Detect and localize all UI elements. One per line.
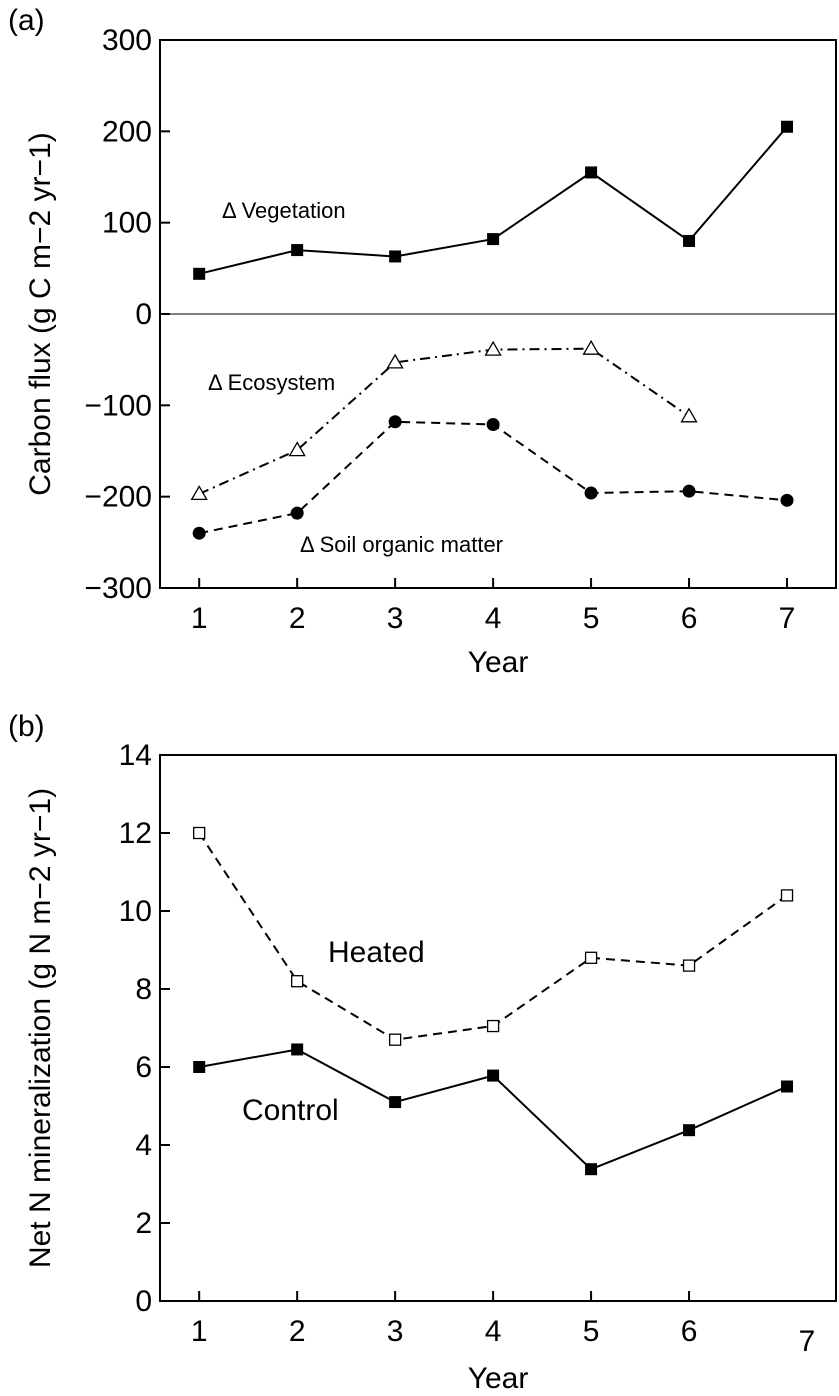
y-tick-label: −300 [84,572,152,605]
data-point [486,418,500,432]
data-point [290,506,304,520]
data-point [585,1163,598,1176]
panel-a-y-axis-title: Carbon flux (g C m−2 yr−1) [24,132,57,495]
x-tick-label: 6 [681,602,698,635]
heated-label: Heated [328,936,425,969]
data-point [680,407,698,423]
x-tick-label: 3 [387,602,404,635]
data-point [291,975,304,988]
x-tick-label: 2 [289,602,306,635]
panel-b-label: (b) [8,710,45,743]
data-point [193,1061,206,1073]
x-tick-label: 4 [485,602,502,635]
panel-a-x-ticks: 1 2 3 4 5 6 7 [191,578,796,635]
data-point [484,340,502,356]
data-point [584,951,598,964]
data-point [193,826,206,840]
data-point [781,120,794,133]
panel-b-y-axis-title: Net N mineralization (g N m−2 yr−1) [24,788,57,1268]
data-point [584,486,598,500]
data-point [388,415,402,429]
panel-b-y-ticks: 14 12 10 8 6 4 2 0 [119,739,170,1318]
y-tick-label: 0 [135,1285,152,1318]
control-label: Control [242,1094,339,1127]
x-tick-label: 5 [583,602,600,635]
series-line [198,420,788,535]
x-tick-label: 2 [289,1315,306,1348]
y-tick-label: 12 [119,817,152,850]
soil-organic-matter-label: Δ Soil organic matter [300,532,503,557]
data-point [190,485,208,501]
y-tick-label: 100 [102,207,152,240]
x-tick-label: 1 [191,602,208,635]
data-point [388,1033,402,1046]
x-tick-label: 1 [191,1315,208,1348]
data-point [291,1043,304,1056]
data-point [486,1019,500,1033]
y-tick-label: 14 [119,739,152,772]
data-point [683,1124,696,1137]
data-point [487,1069,500,1082]
x-tick-label: 5 [583,1315,600,1348]
data-point [193,267,206,280]
x-tick-label: 3 [387,1315,404,1348]
data-point [487,233,500,246]
data-point [291,244,304,257]
data-point [585,166,598,179]
data-point [780,889,794,902]
panel-a-x-axis-title: Year [468,646,529,679]
data-point [682,959,696,972]
data-point [389,250,402,263]
y-tick-label: 2 [135,1207,152,1240]
data-point [781,1080,794,1093]
vegetation-label: Δ Vegetation [222,198,346,223]
data-point [389,1096,402,1109]
y-tick-label: 300 [102,24,152,57]
data-point [192,526,206,540]
y-tick-label: 8 [135,973,152,1006]
ecosystem-label: Δ Ecosystem [208,370,335,395]
series-line [198,832,788,1041]
y-tick-label: 10 [119,895,152,928]
x-tick-label: 7 [799,1325,816,1358]
y-tick-label: 200 [102,115,152,148]
data-point [582,339,600,355]
y-tick-label: 4 [135,1129,152,1162]
series-line [198,347,690,495]
data-point [682,484,696,498]
data-point [780,493,794,507]
x-tick-label: 7 [779,602,796,635]
panel-b-x-ticks: 1 2 3 4 5 6 7 [191,1291,816,1358]
panel-b-marks [193,826,794,1176]
data-point [288,441,306,457]
data-point [683,234,696,247]
y-tick-label: 6 [135,1051,152,1084]
y-tick-label: −100 [84,389,152,422]
y-tick-label: −200 [84,481,152,514]
panel-a-y-ticks: 300 200 100 0 −100 −200 −300 [84,24,170,605]
panel-b-x-axis-title: Year [468,1362,529,1395]
panel-a-marks [160,120,836,540]
data-point [386,353,404,369]
panel-b-frame [159,754,837,1302]
panel-a-label: (a) [8,4,45,37]
y-tick-label: 0 [135,298,152,331]
x-tick-label: 4 [485,1315,502,1348]
x-tick-label: 6 [681,1315,698,1348]
